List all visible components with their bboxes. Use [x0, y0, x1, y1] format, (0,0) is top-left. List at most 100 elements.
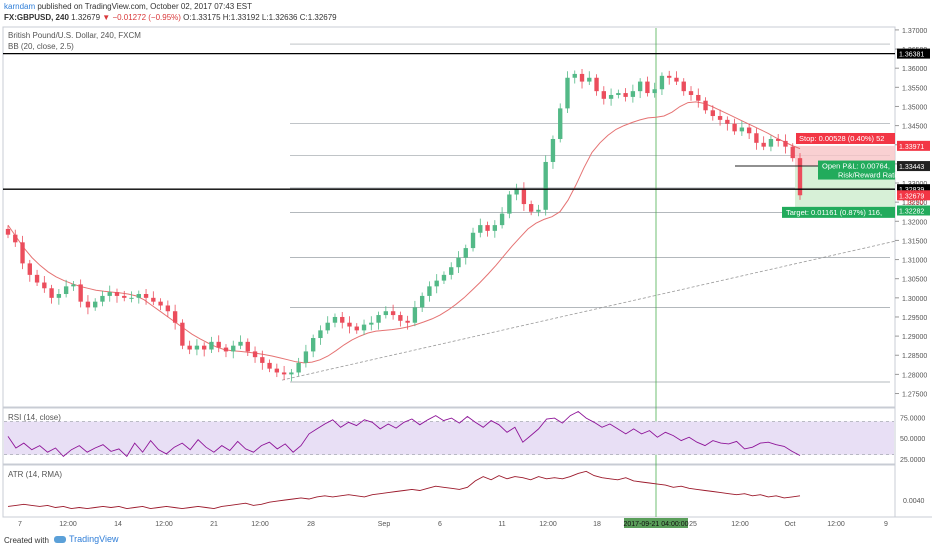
bb-indicator-label[interactable]: BB (20, close, 2.5)	[8, 42, 74, 51]
publish-info: published on TradingView.com, October 02…	[35, 2, 253, 11]
rsi-tick-label: 25.0000	[900, 457, 925, 464]
candle-up	[565, 77, 570, 109]
candle-down	[746, 127, 752, 134]
cursor-time-box	[624, 518, 688, 528]
candle-up	[194, 345, 200, 350]
rsi-label[interactable]: RSI (14, close)	[8, 413, 61, 422]
price-tick-label: 1.37000	[902, 28, 927, 35]
candle-up	[100, 295, 105, 302]
candles	[5, 68, 803, 382]
candle-down	[252, 351, 258, 358]
candle-up	[136, 294, 141, 298]
time-tick-label: 12:00	[59, 521, 77, 528]
candle-up	[514, 188, 519, 195]
candle-down	[27, 263, 32, 275]
candle-down	[158, 301, 163, 306]
candle-down	[710, 110, 715, 117]
rsi-line	[7, 410, 801, 458]
candle-up	[325, 322, 330, 331]
candle-down	[85, 301, 91, 308]
candle-up	[470, 232, 476, 249]
resistance-price-label: 1.36381	[899, 52, 924, 59]
price-tick-label: 1.29500	[902, 315, 927, 322]
candle-down	[797, 158, 803, 196]
candle-down	[667, 75, 672, 78]
candle-up	[129, 297, 134, 299]
price-tick-label: 1.28000	[902, 372, 927, 379]
time-tick-label: 6	[438, 521, 442, 528]
candle-up	[376, 315, 381, 323]
candle-up	[463, 248, 468, 258]
candle-down	[274, 368, 280, 373]
candle-down	[223, 347, 229, 352]
time-tick-label: Sep	[378, 521, 391, 528]
price-tick-label: 1.28500	[902, 353, 927, 360]
chart-header: karndam published on TradingView.com, Oc…	[0, 0, 932, 26]
time-tick-label: 21	[210, 521, 218, 528]
target-annotation: Target: 0.01161 (0.87%) 116,	[786, 208, 882, 217]
horizontal-lines[interactable]	[3, 52, 895, 190]
candle-down	[216, 341, 221, 348]
candle-up	[587, 77, 592, 82]
atr-pane-frame	[2, 464, 896, 518]
candle-down	[688, 91, 694, 95]
atr-label[interactable]: ATR (14, RMA)	[8, 470, 62, 479]
tradingview-link[interactable]: TradingView	[54, 534, 119, 544]
time-tick-label: 14	[114, 521, 122, 528]
dashed-trendline[interactable]	[281, 240, 896, 381]
candle-up	[449, 267, 454, 275]
candle-up	[361, 324, 367, 331]
price-tick-label: 1.30500	[902, 277, 927, 284]
last-price-label-box	[897, 190, 930, 201]
target-price-label: 1.32282	[899, 208, 924, 215]
candle-down	[267, 362, 272, 369]
stop-price-label-box	[897, 140, 930, 151]
candle-down	[49, 288, 54, 298]
candle-up	[478, 225, 483, 233]
candle-down	[180, 322, 185, 346]
target-annotation-box[interactable]	[782, 206, 895, 218]
price-tick-label: 1.35000	[902, 104, 927, 111]
stop-annotation: Stop: 0.00528 (0.40%) 52	[799, 134, 884, 143]
brand-name: TradingView	[69, 534, 119, 544]
price-tick-label: 1.32500	[902, 200, 927, 207]
candle-down	[114, 292, 120, 296]
candle-down	[776, 138, 781, 141]
candle-down	[623, 93, 628, 97]
candle-up	[492, 225, 498, 231]
price-tick-label: 1.29000	[902, 334, 927, 341]
stop-annotation-box[interactable]	[796, 132, 895, 144]
time-tick-label: 25	[689, 521, 697, 528]
symbol-label[interactable]: FX:GBPUSD, 240	[4, 13, 69, 22]
candle-down	[340, 316, 345, 323]
candle-up	[434, 280, 439, 287]
candle-down	[172, 311, 178, 323]
candle-up	[383, 311, 389, 316]
candle-up	[56, 294, 62, 298]
price-change: ▼ −0.01272 (−0.95%)	[102, 13, 181, 22]
candle-down	[681, 81, 686, 92]
candle-down	[674, 77, 679, 82]
open-pl-text: Open P&L: 0.00764,	[822, 162, 890, 171]
candle-up	[630, 91, 636, 97]
candle-down	[13, 234, 18, 243]
main-pane-frame	[2, 26, 896, 408]
time-tick-label: 28	[307, 521, 315, 528]
candle-up	[637, 81, 643, 92]
candle-down	[790, 146, 795, 159]
price-tick-label: 1.30000	[902, 296, 927, 303]
candle-up	[107, 292, 112, 296]
price-tick-label: 1.35500	[902, 85, 927, 92]
candle-down	[5, 228, 11, 235]
candle-down	[165, 305, 171, 312]
pl-annotation-box[interactable]	[818, 160, 895, 180]
author-link[interactable]: karndam	[4, 2, 36, 11]
risk-reward-text: Risk/Reward Rati	[838, 171, 896, 180]
time-axis[interactable]: 7 12:00 14 12:00 21 12:00 28 Sep 6 11 12:00 18 25 12:…	[18, 518, 888, 528]
candle-up	[659, 75, 665, 90]
atr-line	[7, 470, 801, 510]
candle-down	[725, 119, 730, 124]
atr-pane: 0.0040	[7, 470, 925, 510]
price-labels: 1.363811.339711.334431.328391.3267916:20…	[782, 48, 930, 218]
